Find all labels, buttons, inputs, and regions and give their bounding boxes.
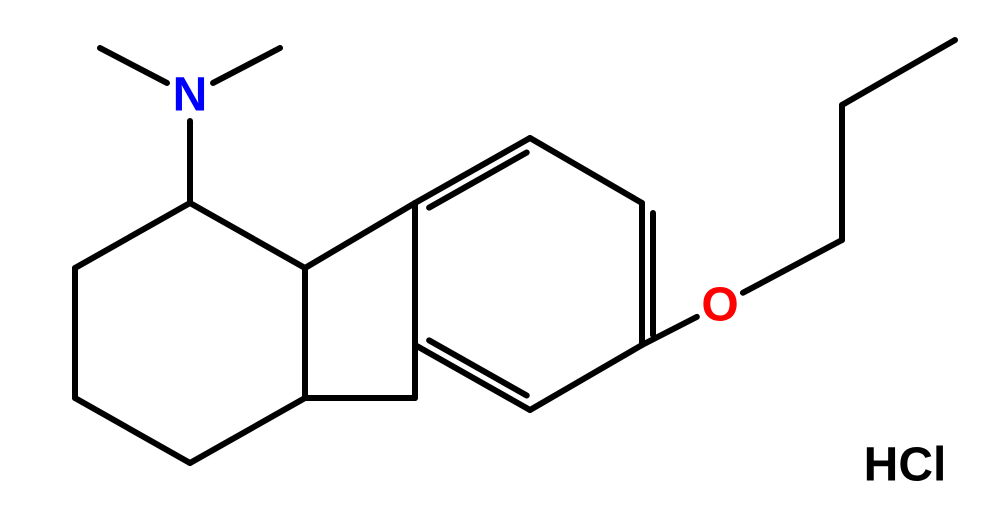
bond xyxy=(842,40,955,105)
bond xyxy=(429,340,527,395)
counterion-hcl: HCl xyxy=(864,439,947,492)
bond xyxy=(305,203,415,268)
bond xyxy=(415,345,530,410)
bond xyxy=(190,203,305,268)
bond xyxy=(530,138,642,203)
bond xyxy=(429,152,527,207)
bond xyxy=(415,138,530,203)
bond xyxy=(213,48,280,83)
bond xyxy=(75,203,190,268)
molecular-structure: N O HCl xyxy=(0,0,997,515)
bond xyxy=(743,240,842,293)
atom-oxygen: O xyxy=(701,279,738,332)
bond xyxy=(75,398,190,463)
bond xyxy=(190,398,305,463)
atom-nitrogen: N xyxy=(173,69,208,122)
bond xyxy=(100,48,167,83)
bond xyxy=(530,345,642,410)
